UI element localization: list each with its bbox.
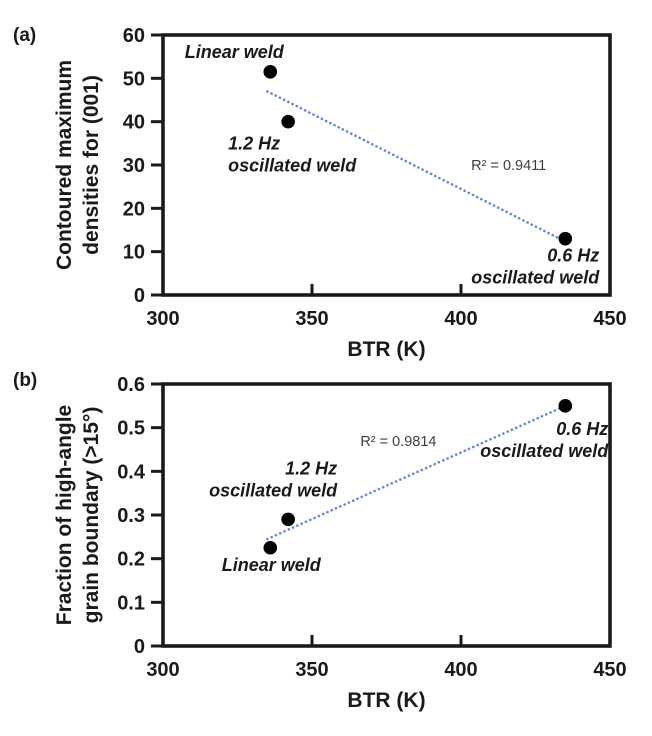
data-point [263, 540, 278, 555]
data-point [558, 399, 573, 413]
point-label: 0.6 Hz oscillated weld [480, 419, 609, 461]
chart-panel-b: (b) Fraction of high-angle grain boundar… [0, 368, 652, 736]
data-point [263, 65, 278, 79]
plot-border [161, 382, 612, 648]
y-tick-label: 0.3 [117, 505, 145, 527]
y-tick-label: 0.1 [117, 592, 145, 614]
y-tick-label: 30 [123, 155, 145, 177]
x-tick-label: 400 [444, 659, 477, 681]
panel-label-a: (a) [13, 25, 37, 46]
y-tick-label: 0.6 [117, 374, 145, 396]
y-tick-label: 10 [123, 242, 145, 264]
x-tick-label: 450 [593, 659, 626, 681]
data-point [281, 512, 295, 527]
y-tick-label: 0.4 [117, 461, 146, 483]
r2-annotation: R² = 0.9411 [471, 158, 546, 174]
chart-panel-a: (a) Contoured maximum densities for (001… [13, 25, 627, 361]
plot-area-b: 0 0.1 0.2 0.3 0.4 0.5 0.6 300 350 400 450 R² = 0.98… [117, 374, 627, 681]
point-label: 1.2 Hz oscillated weld [228, 134, 357, 176]
x-tick-label: 350 [295, 308, 328, 330]
panel-label-b: (b) [13, 370, 38, 391]
point-label: Linear weld [185, 42, 285, 62]
x-tick-label: 300 [146, 659, 179, 681]
y-tick-label: 50 [123, 68, 145, 90]
plot-area-a: 0 10 20 30 40 50 60 300 350 400 450 R² = 0.9411 Line… [123, 25, 627, 330]
y-tick-label: 0.2 [117, 549, 145, 571]
trendline [265, 90, 570, 245]
point-label: 0.6 Hz oscillated weld [471, 246, 600, 288]
y-tick-label: 60 [123, 25, 145, 47]
x-axis-title-a: BTR (K) [347, 338, 426, 361]
x-tick-label: 400 [444, 308, 477, 330]
x-axis-title-b: BTR (K) [347, 689, 426, 712]
r2-annotation: R² = 0.9814 [360, 434, 436, 450]
y-tick-label: 0.5 [117, 418, 145, 440]
point-label: Linear weld [222, 555, 322, 575]
trendline [265, 403, 570, 541]
y-tick-label: 40 [123, 112, 145, 134]
data-point [281, 114, 295, 129]
x-tick-label: 350 [295, 659, 328, 681]
y-tick-label: 20 [123, 198, 145, 220]
data-point [558, 231, 573, 246]
point-label: 1.2 Hz oscillated weld [209, 458, 338, 500]
x-tick-label: 450 [593, 308, 626, 330]
x-tick-label: 300 [146, 308, 179, 330]
y-tick-label: 0 [134, 285, 145, 307]
y-tick-label: 0 [134, 636, 145, 658]
